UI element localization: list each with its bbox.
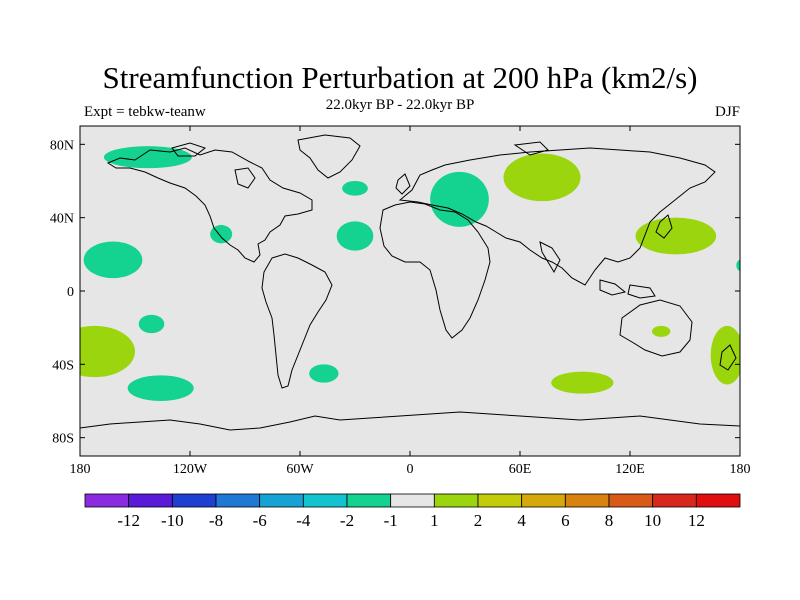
colorbar-label: -2	[340, 511, 354, 530]
colorbar-box	[84, 493, 130, 508]
colorbar-box	[215, 493, 261, 508]
colorbar-label: -8	[209, 511, 223, 530]
anomaly-patch-8	[127, 375, 194, 401]
experiment-label: Expt = tebkw-teanw	[84, 104, 206, 120]
colorbar-label: -6	[253, 511, 267, 530]
colorbar-box	[128, 493, 173, 508]
colorbar-box	[346, 493, 392, 508]
anomaly-patch-10	[635, 217, 717, 255]
y-tick-label: 40N	[50, 212, 74, 227]
colorbar-label: 2	[474, 511, 483, 530]
colorbar-box	[695, 493, 741, 508]
anomaly-patch-6	[138, 314, 165, 334]
colorbar-box	[564, 493, 610, 508]
colorbar-label: -10	[161, 511, 184, 530]
colorbar-label: 8	[605, 511, 614, 530]
colorbar-box	[259, 493, 304, 508]
anomaly-patch-15	[736, 259, 740, 271]
colorbar-label: -12	[117, 511, 140, 530]
map-background	[80, 126, 740, 456]
colorbar-box	[521, 493, 566, 508]
colorbar-box	[171, 493, 217, 508]
y-tick-label: 40S	[52, 358, 74, 373]
y-tick-label: 80S	[52, 432, 74, 447]
colorbar-box	[652, 493, 697, 508]
colorbar-label: 6	[561, 511, 570, 530]
x-tick-label: 120W	[173, 462, 208, 477]
anomaly-patch-13	[80, 325, 135, 378]
season-label: DJF	[714, 104, 740, 120]
anomaly-patch-12	[551, 371, 614, 394]
anomaly-patch-4	[336, 221, 374, 251]
anomaly-patch-2	[342, 181, 368, 196]
anomaly-patch-11	[652, 325, 671, 337]
anomaly-patch-9	[503, 153, 581, 202]
x-tick-label: 180	[730, 462, 751, 477]
anomaly-layer	[80, 146, 740, 401]
chart-subtitle: 22.0kyr BP - 22.0kyr BP	[325, 97, 475, 113]
colorbar-label: 4	[517, 511, 526, 530]
x-tick-label: 120E	[615, 462, 645, 477]
colorbar-label: 12	[688, 511, 705, 530]
colorbar-box	[302, 493, 348, 508]
x-tick-label: 60E	[509, 462, 532, 477]
colorbar-box	[608, 493, 654, 508]
coastlines	[80, 134, 740, 431]
colorbar-label: -1	[384, 511, 398, 530]
anomaly-patch-5	[83, 241, 143, 279]
x-tick-label: 180	[70, 462, 91, 477]
axis-ticks: 180 120W 60W 0 60E 120E 180 80N 40N 0 40S 80S	[50, 126, 751, 477]
anomaly-patch-1	[430, 171, 489, 227]
x-tick-label: 0	[407, 462, 414, 477]
anomaly-patch-14	[710, 325, 740, 385]
colorbar-box	[477, 493, 523, 508]
anomaly-patch-7	[309, 364, 339, 383]
x-tick-label: 60W	[286, 462, 314, 477]
y-tick-label: 80N	[50, 138, 74, 153]
colorbar-label: 1	[430, 511, 439, 530]
colorbar: -12 -10 -8 -6 -4 -2 -1 1 2 4 6 8 10 12	[84, 493, 741, 530]
colorbar-box	[390, 493, 435, 508]
colorbar-label: 10	[644, 511, 661, 530]
chart-title: Streamfunction Perturbation at 200 hPa (…	[102, 60, 698, 95]
colorbar-label: -4	[296, 511, 311, 530]
y-tick-label: 0	[67, 285, 74, 300]
colorbar-box	[433, 493, 479, 508]
